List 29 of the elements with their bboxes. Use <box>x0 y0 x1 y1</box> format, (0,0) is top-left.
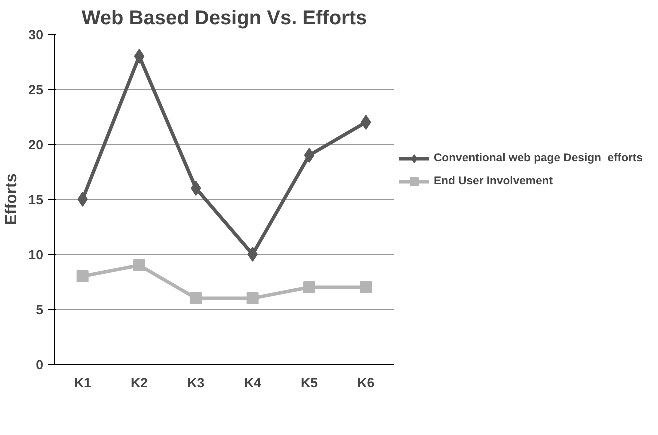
point <box>246 292 259 304</box>
legend-label: End User Involvement <box>434 175 553 188</box>
x-tick-label: K2 <box>130 376 148 390</box>
y-axis-title: Efforts <box>4 174 21 226</box>
point <box>78 192 88 207</box>
x-tick-label: K5 <box>300 376 319 390</box>
x-tick-label: K3 <box>188 376 205 390</box>
point <box>361 115 372 130</box>
point <box>304 282 316 294</box>
y-tick-label: 10 <box>28 248 44 262</box>
point <box>134 49 145 64</box>
point <box>360 282 372 294</box>
x-tick-label: K1 <box>74 376 92 390</box>
y-tick-label: 0 <box>36 358 44 372</box>
y-tick-label: 20 <box>28 138 44 152</box>
chart-title: Web Based Design Vs. Efforts <box>82 8 368 30</box>
y-tick-label: 15 <box>28 192 44 208</box>
point <box>304 148 315 163</box>
y-tick-label: 5 <box>36 302 44 318</box>
y-tick-label: 30 <box>28 28 44 42</box>
x-tick-label: K4 <box>244 376 262 390</box>
y-tick-label: 25 <box>28 82 44 98</box>
x-tick-label: K6 <box>358 376 375 390</box>
point <box>134 260 146 272</box>
point <box>248 247 258 262</box>
legend-label: Conventional web page Design efforts <box>434 152 643 164</box>
point <box>191 181 202 196</box>
point <box>76 270 89 282</box>
point <box>190 292 202 304</box>
